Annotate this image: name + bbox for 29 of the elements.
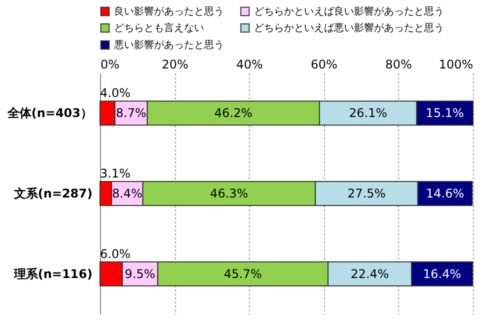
- data-label: 6.0%: [100, 246, 130, 261]
- x-tick-label: 40%: [236, 58, 263, 72]
- x-tick-label: 20%: [162, 58, 188, 72]
- data-label: 9.5%: [124, 266, 156, 281]
- data-label: 46.2%: [214, 106, 252, 120]
- data-label: 8.4%: [112, 186, 142, 200]
- data-label: 14.6%: [426, 186, 464, 200]
- data-label: 16.4%: [423, 266, 462, 281]
- data-label: 8.7%: [116, 106, 146, 120]
- data-label: 15.1%: [426, 106, 464, 120]
- legend-label: 悪い影響があったと思う: [113, 39, 224, 51]
- y-tick-label: 全体(n=403）: [6, 106, 92, 120]
- data-label: 4.0%: [100, 86, 130, 100]
- x-tick-label: 80%: [385, 58, 412, 72]
- data-label: 27.5%: [348, 186, 386, 200]
- legend-label: 良い影響があったと思う: [114, 5, 224, 18]
- x-tick-label: 60%: [310, 58, 338, 72]
- data-label: 45.7%: [224, 266, 262, 281]
- y-tick-label: 文系(n=287): [12, 186, 92, 200]
- data-label: 26.1%: [349, 106, 388, 120]
- legend-label: どちらかといえば良い影響があったと思う: [254, 5, 444, 18]
- x-tick-label: 100%: [438, 58, 474, 72]
- legend-label: どちらかといえば悪い影響があったと思う: [254, 22, 444, 34]
- data-label: 46.3%: [210, 186, 248, 200]
- y-tick-label: 理系(n=116): [12, 266, 92, 281]
- legend-label: どちらとも言えない: [114, 22, 204, 34]
- data-label: 3.1%: [100, 166, 130, 180]
- data-label: 22.4%: [350, 266, 389, 281]
- x-tick-label: 0%: [100, 58, 120, 72]
